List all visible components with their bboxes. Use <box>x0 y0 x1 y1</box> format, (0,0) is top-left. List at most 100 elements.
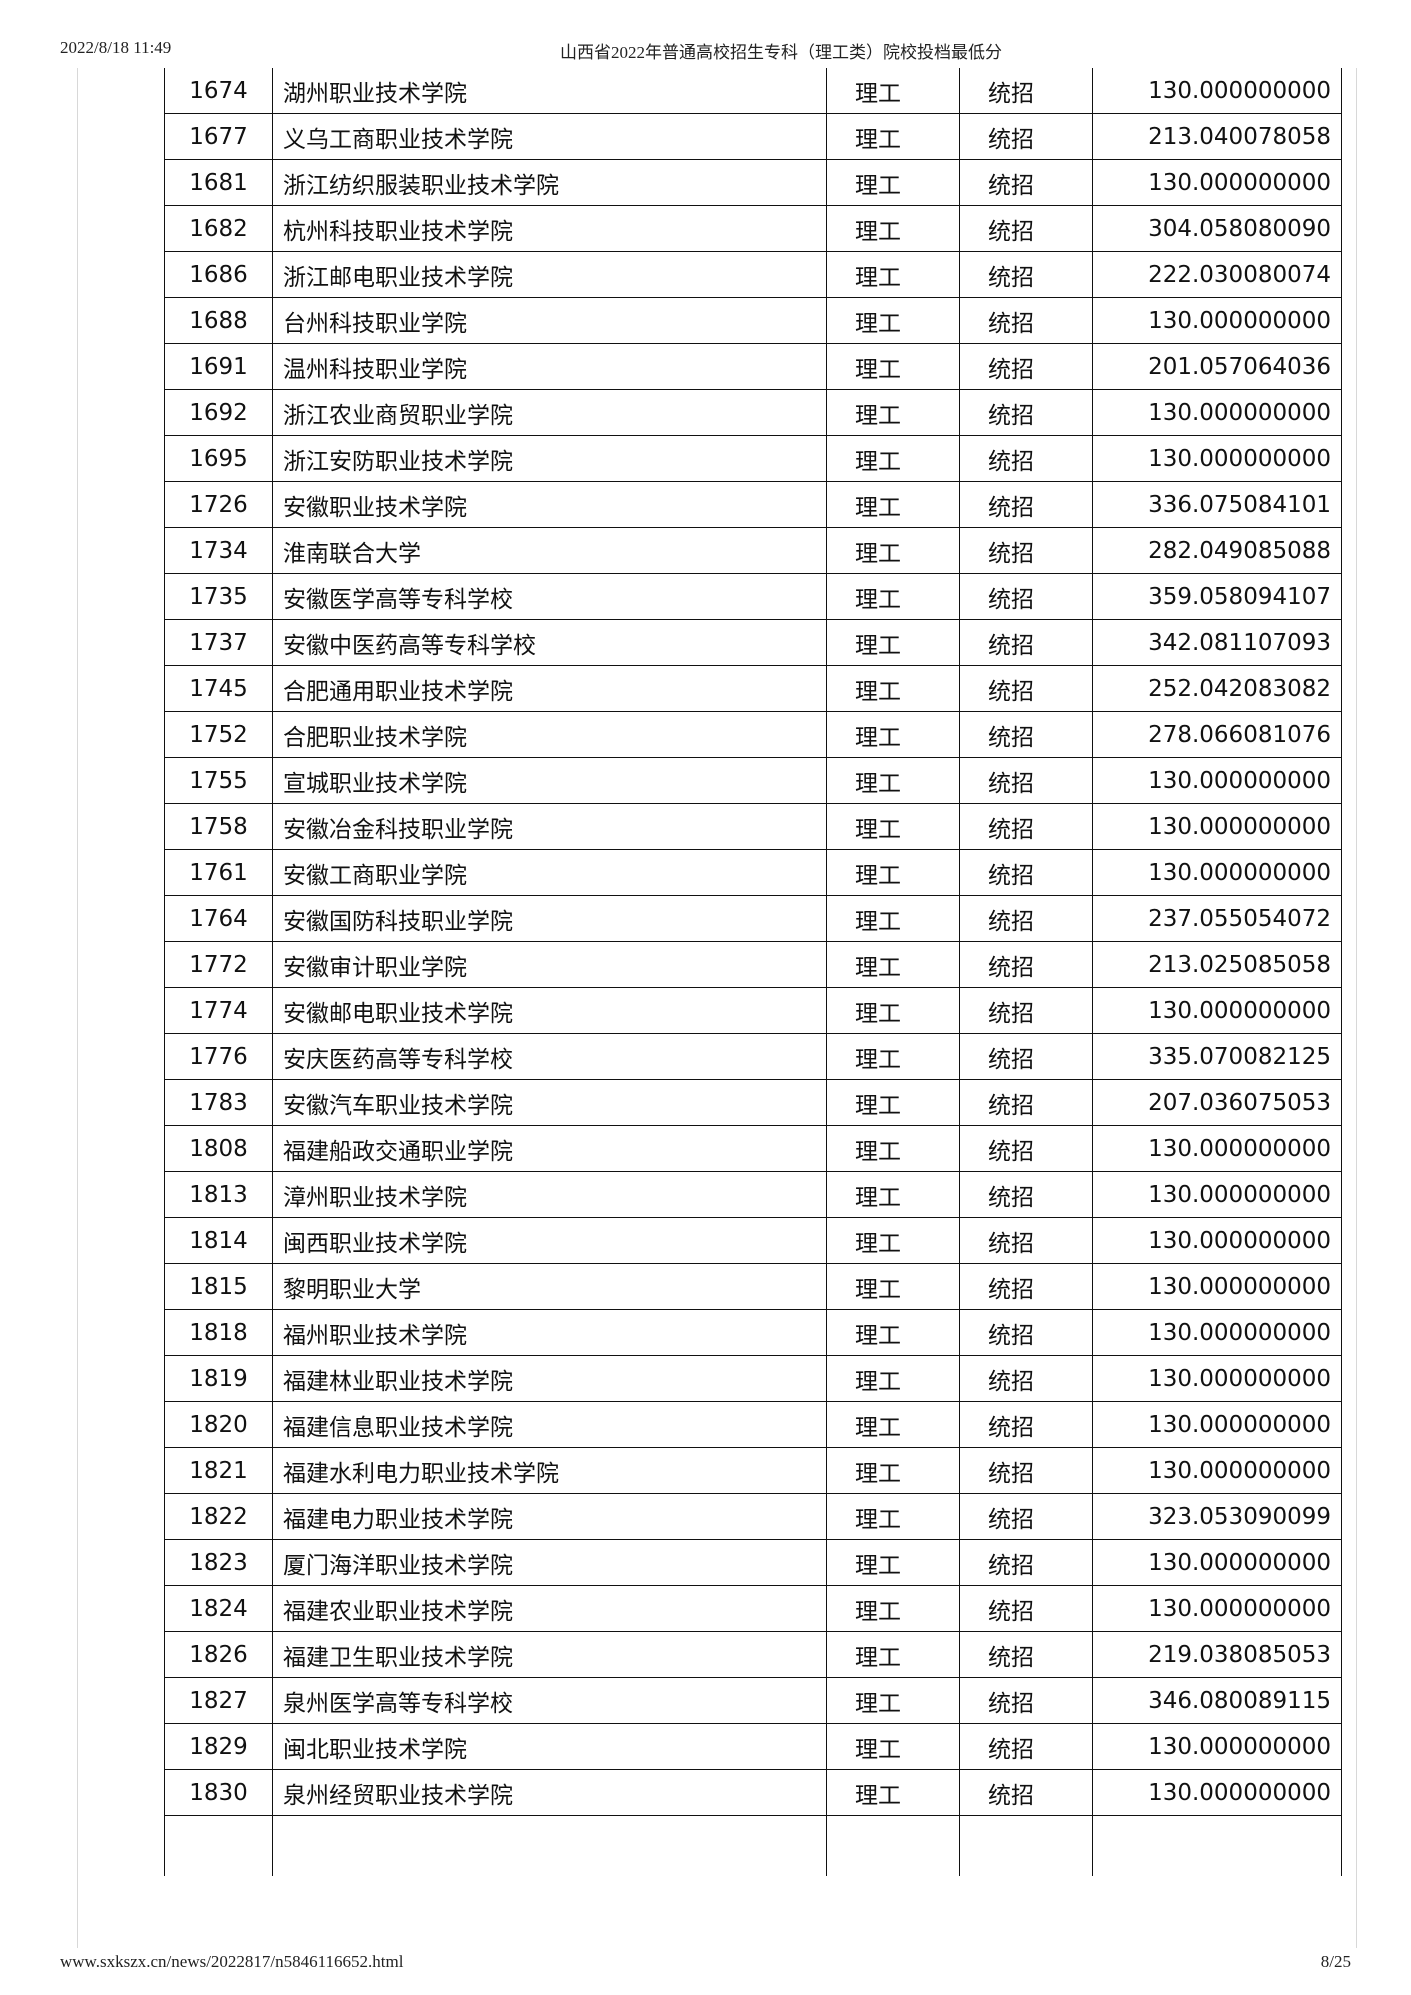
school-name-cell: 黎明职业大学 <box>272 1263 827 1310</box>
min-score-cell: 130.000000000 <box>1092 1723 1342 1770</box>
admission-type-cell: 统招 <box>959 895 1093 942</box>
school-code-cell: 1734 <box>164 527 273 574</box>
table-row: 1783 安徽汽车职业技术学院 理工 统招 207.036075053 <box>164 1079 1342 1126</box>
min-score-cell: 130.000000000 <box>1092 435 1342 482</box>
school-code-cell: 1755 <box>164 757 273 804</box>
school-code-cell: 1772 <box>164 941 273 988</box>
admission-type-cell: 统招 <box>959 987 1093 1034</box>
page-title: 山西省2022年普通高校招生专科（理工类）院校投档最低分 <box>560 43 1002 62</box>
school-code-cell: 1686 <box>164 251 273 298</box>
admission-type-cell: 统招 <box>959 481 1093 528</box>
subject-category-cell: 理工 <box>826 297 960 344</box>
school-name-cell: 安徽工商职业学院 <box>272 849 827 896</box>
table-row: 1761 安徽工商职业学院 理工 统招 130.000000000 <box>164 849 1342 896</box>
school-name-cell: 闽西职业技术学院 <box>272 1217 827 1264</box>
table-row: 1688 台州科技职业学院 理工 统招 130.000000000 <box>164 297 1342 344</box>
subject-category-cell: 理工 <box>826 711 960 758</box>
admission-type-cell: 统招 <box>959 205 1093 252</box>
admission-type-cell: 统招 <box>959 389 1093 436</box>
school-name-cell: 浙江纺织服装职业技术学院 <box>272 159 827 206</box>
school-code-cell: 1752 <box>164 711 273 758</box>
school-name-cell: 安徽国防科技职业学院 <box>272 895 827 942</box>
admission-type-cell: 统招 <box>959 1447 1093 1494</box>
min-score-cell: 323.053090099 <box>1092 1493 1342 1540</box>
school-code-cell: 1821 <box>164 1447 273 1494</box>
min-score-cell: 213.025085058 <box>1092 941 1342 988</box>
subject-category-cell: 理工 <box>826 941 960 988</box>
table-row: 1686 浙江邮电职业技术学院 理工 统招 222.030080074 <box>164 251 1342 298</box>
min-score-cell: 130.000000000 <box>1092 757 1342 804</box>
school-name-cell: 福建电力职业技术学院 <box>272 1493 827 1540</box>
min-score-cell: 130.000000000 <box>1092 1355 1342 1402</box>
table-row: 1745 合肥通用职业技术学院 理工 统招 252.042083082 <box>164 665 1342 712</box>
table-row: 1677 义乌工商职业技术学院 理工 统招 213.040078058 <box>164 113 1342 160</box>
min-score-cell: 342.081107093 <box>1092 619 1342 666</box>
min-score-cell: 130.000000000 <box>1092 1125 1342 1172</box>
table-row: 1822 福建电力职业技术学院 理工 统招 323.053090099 <box>164 1493 1342 1540</box>
empty-cell <box>164 1815 273 1876</box>
school-code-cell: 1822 <box>164 1493 273 1540</box>
school-code-cell: 1815 <box>164 1263 273 1310</box>
table-row: 1758 安徽冶金科技职业学院 理工 统招 130.000000000 <box>164 803 1342 850</box>
admission-type-cell: 统招 <box>959 619 1093 666</box>
school-code-cell: 1677 <box>164 113 273 160</box>
school-name-cell: 福建卫生职业技术学院 <box>272 1631 827 1678</box>
school-code-cell: 1818 <box>164 1309 273 1356</box>
admission-type-cell: 统招 <box>959 1677 1093 1724</box>
subject-category-cell: 理工 <box>826 1033 960 1080</box>
school-code-cell: 1827 <box>164 1677 273 1724</box>
subject-category-cell: 理工 <box>826 803 960 850</box>
table-row: 1821 福建水利电力职业技术学院 理工 统招 130.000000000 <box>164 1447 1342 1494</box>
school-code-cell: 1829 <box>164 1723 273 1770</box>
table-row: 1692 浙江农业商贸职业学院 理工 统招 130.000000000 <box>164 389 1342 436</box>
school-name-cell: 福州职业技术学院 <box>272 1309 827 1356</box>
subject-category-cell: 理工 <box>826 1125 960 1172</box>
school-name-cell: 湖州职业技术学院 <box>272 68 827 114</box>
min-score-cell: 207.036075053 <box>1092 1079 1342 1126</box>
admission-type-cell: 统招 <box>959 757 1093 804</box>
subject-category-cell: 理工 <box>826 435 960 482</box>
table-row: 1674 湖州职业技术学院 理工 统招 130.000000000 <box>164 68 1342 114</box>
empty-cell <box>272 1815 827 1876</box>
admission-type-cell: 统招 <box>959 665 1093 712</box>
empty-cell <box>959 1815 1093 1876</box>
school-code-cell: 1814 <box>164 1217 273 1264</box>
subject-category-cell: 理工 <box>826 1355 960 1402</box>
min-score-cell: 130.000000000 <box>1092 987 1342 1034</box>
school-name-cell: 安徽汽车职业技术学院 <box>272 1079 827 1126</box>
school-code-cell: 1692 <box>164 389 273 436</box>
subject-category-cell: 理工 <box>826 343 960 390</box>
min-score-cell: 336.075084101 <box>1092 481 1342 528</box>
admission-type-cell: 统招 <box>959 1631 1093 1678</box>
school-code-cell: 1774 <box>164 987 273 1034</box>
admission-type-cell: 统招 <box>959 1033 1093 1080</box>
table-row: 1813 漳州职业技术学院 理工 统招 130.000000000 <box>164 1171 1342 1218</box>
admission-type-cell: 统招 <box>959 1539 1093 1586</box>
min-score-cell: 130.000000000 <box>1092 389 1342 436</box>
min-score-cell: 130.000000000 <box>1092 68 1342 114</box>
school-name-cell: 安徽审计职业学院 <box>272 941 827 988</box>
subject-category-cell: 理工 <box>826 1769 960 1816</box>
school-code-cell: 1681 <box>164 159 273 206</box>
table-row: 1829 闽北职业技术学院 理工 统招 130.000000000 <box>164 1723 1342 1770</box>
subject-category-cell: 理工 <box>826 205 960 252</box>
subject-category-cell: 理工 <box>826 527 960 574</box>
min-score-cell: 130.000000000 <box>1092 159 1342 206</box>
subject-category-cell: 理工 <box>826 1631 960 1678</box>
table-row: 1764 安徽国防科技职业学院 理工 统招 237.055054072 <box>164 895 1342 942</box>
admission-type-cell: 统招 <box>959 159 1093 206</box>
admission-type-cell: 统招 <box>959 1355 1093 1402</box>
school-code-cell: 1783 <box>164 1079 273 1126</box>
subject-category-cell: 理工 <box>826 1447 960 1494</box>
min-score-cell: 130.000000000 <box>1092 1263 1342 1310</box>
subject-category-cell: 理工 <box>826 1171 960 1218</box>
school-code-cell: 1823 <box>164 1539 273 1586</box>
table-row: 1682 杭州科技职业技术学院 理工 统招 304.058080090 <box>164 205 1342 252</box>
min-score-cell: 335.070082125 <box>1092 1033 1342 1080</box>
min-score-cell: 130.000000000 <box>1092 1171 1342 1218</box>
school-code-cell: 1695 <box>164 435 273 482</box>
subject-category-cell: 理工 <box>826 1493 960 1540</box>
school-name-cell: 安徽邮电职业技术学院 <box>272 987 827 1034</box>
admission-type-cell: 统招 <box>959 1309 1093 1356</box>
table-row: 1830 泉州经贸职业技术学院 理工 统招 130.000000000 <box>164 1769 1342 1816</box>
